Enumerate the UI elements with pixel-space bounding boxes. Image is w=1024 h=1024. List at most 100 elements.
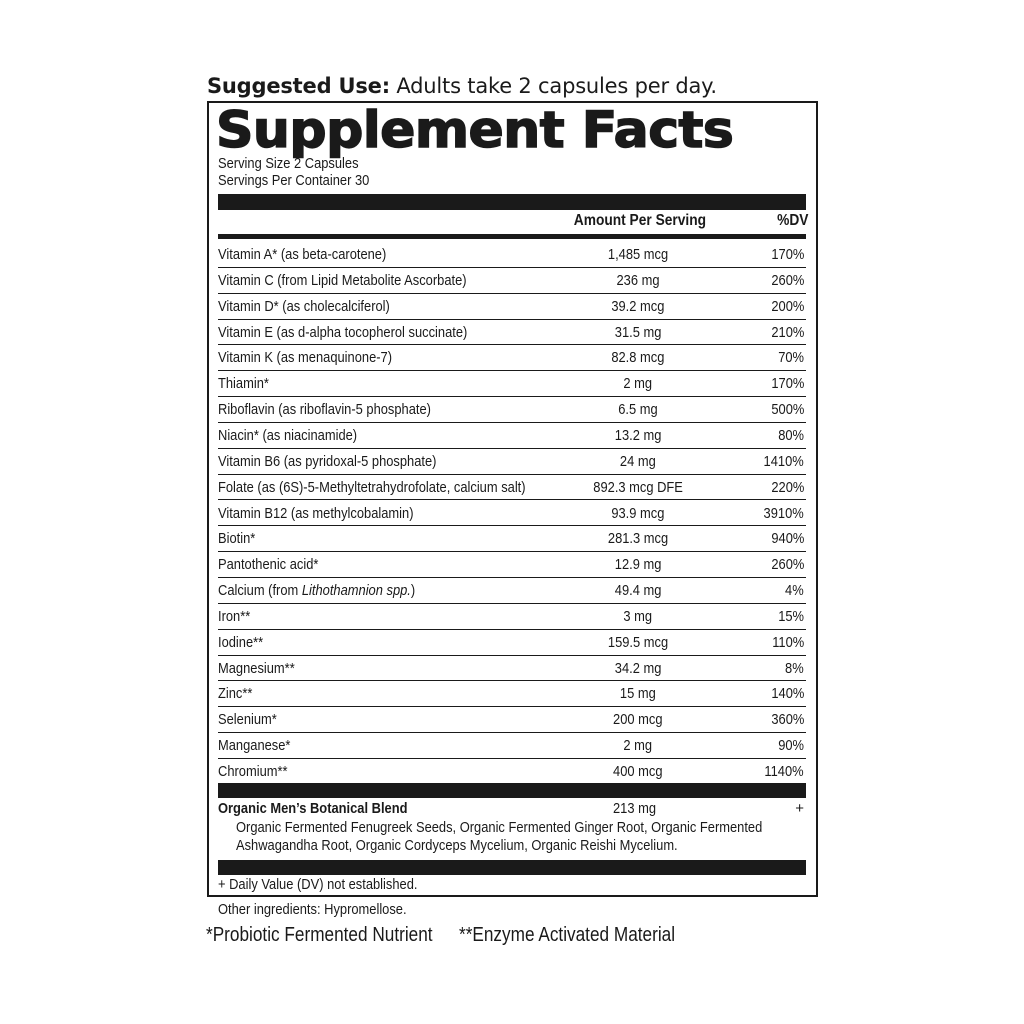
nutrient-name-text: Thiamin* (218, 375, 269, 393)
table-row: Niacin* (as niacinamide) 13.2 mg 80% (218, 423, 806, 449)
nutrient-name: Niacin* (as niacinamide) (218, 427, 357, 444)
nutrient-dv: 220% (770, 478, 804, 496)
nutrient-amount: 39.2 mcg (218, 298, 1024, 315)
nutrient-amount-text: 34.2 mg (614, 659, 662, 677)
nutrient-name: Biotin* (218, 530, 255, 547)
footnote-probiotic: *Probiotic Fermented Nutrient (206, 924, 433, 946)
nutrient-name-text: Biotin* (218, 530, 256, 548)
nutrient-amount-text: 3 mg (623, 607, 653, 625)
nutrient-amount: 82.8 mcg (218, 349, 1024, 366)
nutrient-amount-text: 39.2 mcg (611, 297, 665, 315)
nutrient-name-text: Niacin* (as niacinamide) (218, 426, 358, 444)
nutrient-name: Riboflavin (as riboflavin-5 phosphate) (218, 401, 431, 418)
nutrient-name: Vitamin E (as d-alpha tocopherol succina… (218, 324, 467, 341)
suggested-use-label: Suggested Use: (207, 74, 390, 98)
other-ingredients-text: Other ingredients: Hypromellose. (218, 901, 407, 918)
nutrient-amount-text: 6.5 mg (618, 401, 658, 419)
nutrient-name-end: ) (410, 582, 416, 600)
blend-ingredients-line: Ashwagandha Root, Organic Cordyceps Myce… (236, 837, 678, 854)
nutrient-name-text: Vitamin B12 (as methylcobalamin) (218, 504, 414, 522)
nutrient-name-text: Manganese* (218, 737, 291, 755)
nutrient-name-text: Iron** (218, 607, 251, 625)
nutrient-dv: 110% (771, 633, 804, 651)
dv-note: + Daily Value (DV) not established. (218, 876, 450, 893)
servings-per-container: Servings Per Container 30 (218, 172, 370, 189)
nutrient-dv: 90% (778, 737, 804, 755)
blend-dv: + (795, 800, 804, 817)
footnote-enzyme: **Enzyme Activated Material (459, 924, 676, 946)
dv-note-text: + Daily Value (DV) not established. (218, 876, 418, 893)
nutrient-dv: 260% (770, 271, 804, 289)
nutrient-amount-text: 1,485 mcg (607, 246, 669, 263)
table-row: Vitamin B12 (as methylcobalamin) 93.9 mcg… (218, 501, 806, 527)
blend-amount: 213 mg (613, 800, 657, 817)
table-row: Vitamin B6 (as pyridoxal-5 phosphate) 24 … (218, 449, 806, 475)
table-row: Vitamin A* (as beta-carotene) 1,485 mcg 17… (218, 242, 806, 268)
table-row: Zinc** 15 mg 140% (218, 681, 806, 708)
nutrient-dv: 500% (770, 401, 804, 419)
nutrient-amount: 15 mg (218, 685, 1024, 702)
nutrient-amount-text: 13.2 mg (614, 426, 662, 444)
nutrient-dv: 1140% (764, 763, 804, 780)
supplement-facts-panel (207, 101, 818, 897)
nutrient-name-text: Vitamin A* (as beta-carotene) (218, 246, 387, 263)
nutrient-amount: 6.5 mg (218, 401, 1024, 418)
nutrient-name: Vitamin B12 (as methylcobalamin) (218, 505, 414, 522)
nutrient-name: Manganese* (218, 737, 290, 754)
nutrient-amount: 892.3 mcg DFE (218, 479, 1024, 496)
serving-size: Serving Size 2 Capsules (218, 155, 359, 172)
nutrient-amount-text: 31.5 mg (614, 323, 662, 341)
nutrient-amount: 1,485 mcg (218, 246, 1024, 263)
nutrient-name-text: Riboflavin (as riboflavin-5 phosphate) (218, 401, 431, 419)
nutrient-dv: 3910% (763, 504, 804, 522)
nutrient-amount: 49.4 mg (218, 582, 1024, 599)
nutrient-name-text: Vitamin C (from Lipid Metabolite Ascorba… (218, 271, 467, 289)
nutrient-name: Thiamin* (218, 375, 269, 392)
table-row: Pantothenic acid* 12.9 mg 260% (218, 552, 806, 579)
nutrient-amount-text: 159.5 mcg (607, 633, 669, 651)
blend-name: Organic Men’s Botanical Blend (218, 800, 408, 817)
nutrient-name: Magnesium** (218, 660, 295, 677)
table-row: Folate (as (6S)-5-Methyltetrahydrofolate… (218, 475, 806, 501)
nutrient-amount: 34.2 mg (218, 660, 1024, 677)
nutrient-name-text: Vitamin E (as d-alpha tocopherol succina… (218, 323, 468, 341)
nutrient-dv: 1410% (763, 452, 804, 470)
nutrient-amount: 93.9 mcg (218, 505, 1024, 522)
table-row: Vitamin E (as d-alpha tocopherol succina… (218, 320, 806, 346)
nutrient-dv: 360% (770, 711, 804, 729)
nutrient-name: Pantothenic acid* (218, 556, 318, 573)
table-row: Calcium (from Lithothamnion spp.) 49.4 mg… (218, 578, 806, 604)
table-row: Vitamin D* (as cholecalciferol) 39.2 mcg 2… (218, 294, 806, 320)
nutrient-name-text: Chromium** (218, 763, 288, 780)
nutrient-name-text: Selenium* (218, 711, 277, 729)
nutrient-dv: 260% (770, 556, 804, 574)
nutrient-name-text: Vitamin B6 (as pyridoxal-5 phosphate) (218, 452, 437, 470)
nutrient-dv: 80% (778, 426, 804, 444)
nutrient-source-italic: Lithothamnion spp. (301, 582, 411, 600)
nutrient-dv: 140% (770, 685, 804, 703)
nutrient-amount: 24 mg (218, 453, 1024, 470)
table-row: Vitamin C (from Lipid Metabolite Ascorba… (218, 268, 806, 294)
thick-divider (218, 783, 806, 798)
nutrient-name: Vitamin K (as menaquinone-7) (218, 349, 392, 366)
nutrient-dv: 200% (770, 297, 804, 315)
nutrient-name: Iron** (218, 608, 250, 625)
nutrient-amount: 400 mcg (218, 763, 1024, 780)
nutrient-name: Vitamin D* (as cholecalciferol) (218, 298, 390, 315)
nutrient-name-text: Folate (as (6S)-5-Methyltetrahydrofolate… (218, 478, 526, 496)
nutrient-amount: 3 mg (218, 608, 1024, 625)
other-ingredients: Other ingredients: Hypromellose. (218, 901, 437, 918)
nutrient-dv: 170% (770, 375, 804, 393)
nutrient-dv: 70% (778, 349, 804, 367)
nutrient-amount: 236 mg (218, 272, 1024, 289)
nutrient-name-text: Magnesium** (218, 659, 295, 677)
nutrient-name: Calcium (from Lithothamnion spp.) (218, 582, 415, 599)
table-row: Magnesium** 34.2 mg 8% (218, 656, 806, 682)
thick-divider (218, 194, 806, 210)
nutrient-amount: 200 mcg (218, 711, 1024, 728)
table-row: Iodine** 159.5 mcg 110% (218, 630, 806, 656)
table-row: Thiamin* 2 mg 170% (218, 371, 806, 398)
nutrient-dv: 4% (785, 582, 804, 600)
nutrient-name: Iodine** (218, 634, 263, 651)
nutrient-name-text: Pantothenic acid* (218, 556, 319, 574)
